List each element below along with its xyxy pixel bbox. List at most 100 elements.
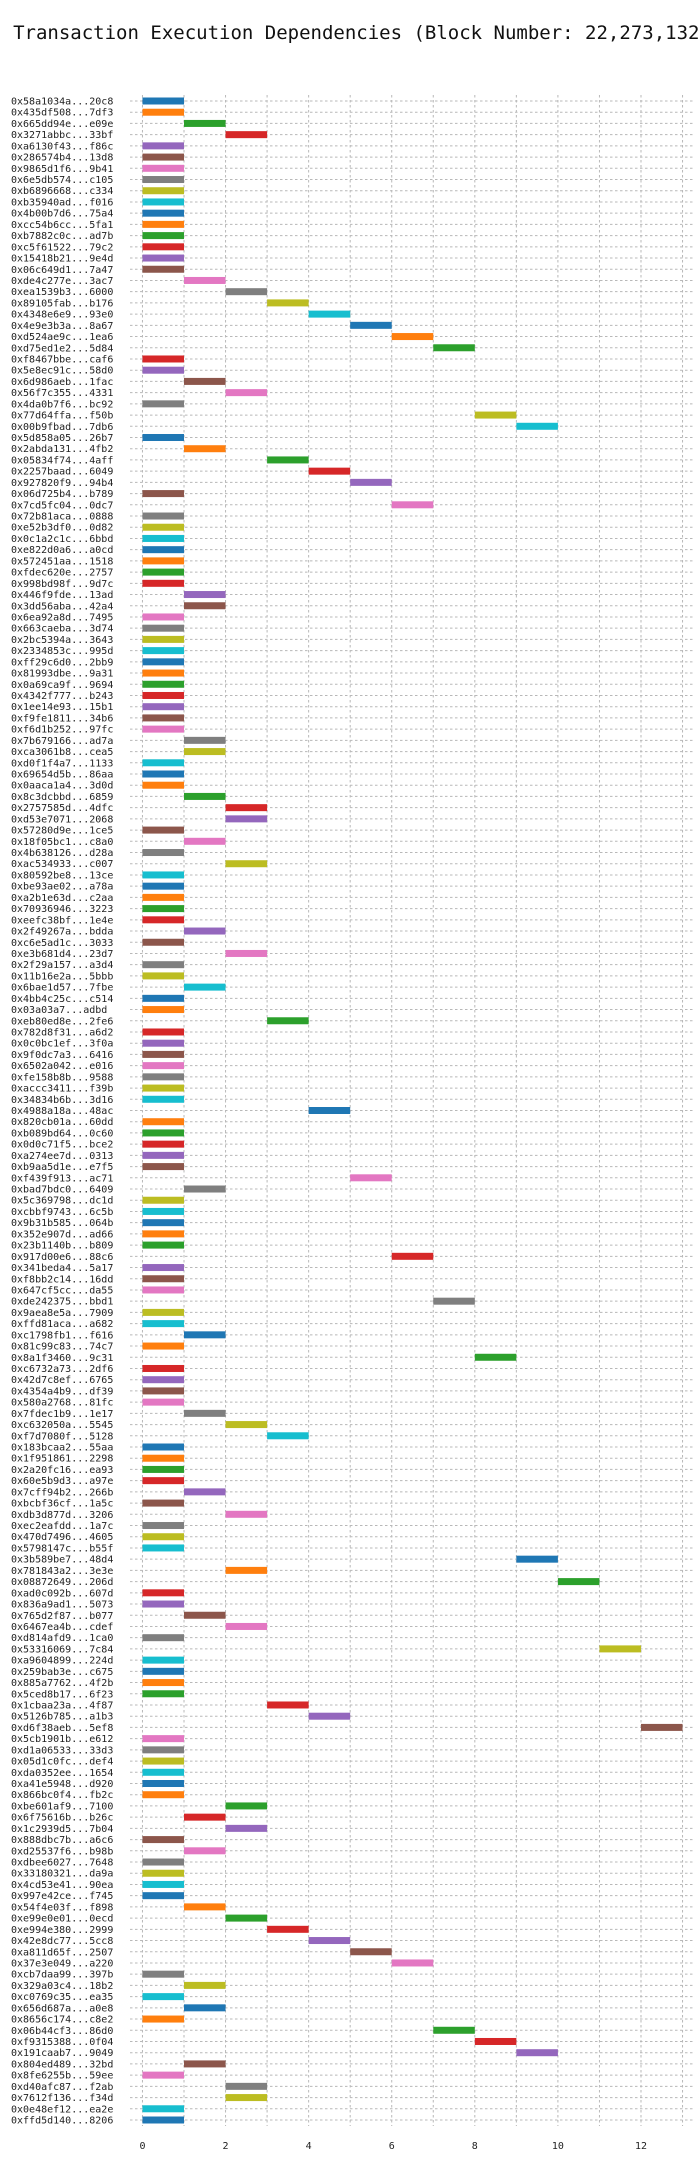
transaction-label: 0x435df508...7df3 (11, 108, 113, 119)
transaction-label: 0x6d986aeb...1fac (11, 377, 113, 388)
transaction-label: 0xb7882c0c...ad7b (11, 231, 113, 242)
transaction-bar (142, 1342, 185, 1350)
transaction-label: 0x2757585d...4dfc (11, 803, 113, 814)
transaction-bar (142, 490, 185, 498)
transaction-label: 0xfe158b8b...9588 (11, 1072, 113, 1083)
transaction-label: 0x4b638126...d28a (11, 848, 113, 859)
transaction-label: 0x7cd5fc04...0dc7 (11, 500, 113, 511)
transaction-bar (184, 1847, 226, 1855)
transaction-label: 0xb9aa5d1e...e7f5 (11, 1162, 113, 1173)
transaction-bar (267, 299, 309, 307)
transaction-label: 0x2bc5394a...3643 (11, 635, 113, 646)
transaction-label: 0x191caab7...9049 (11, 2048, 113, 2059)
transaction-label: 0x58a1034a...20c8 (11, 97, 113, 108)
transaction-bar (184, 736, 226, 744)
transaction-bar (225, 1622, 268, 1630)
transaction-bar (142, 703, 185, 711)
transaction-bar (142, 994, 185, 1002)
transaction-bar (142, 400, 185, 408)
transaction-bar (350, 1948, 392, 1956)
transaction-bar (142, 781, 185, 789)
transaction-bar (142, 691, 185, 699)
transaction-bar (308, 1937, 351, 1945)
transaction-label: 0xb089bd64...0c60 (11, 1128, 113, 1139)
transaction-label: 0x0c1a2c1c...6bbd (11, 534, 113, 545)
transaction-bar (142, 198, 185, 206)
transaction-label: 0xf8467bbe...caf6 (11, 354, 113, 365)
transaction-label: 0x820cb01a...60dd (11, 1117, 113, 1128)
transaction-label: 0x1cbaa23a...4f87 (11, 1700, 113, 1711)
transaction-bar (308, 1107, 351, 1114)
transaction-label: 0x470d7496...4605 (11, 1532, 113, 1543)
transaction-label: 0xde4c277e...3ac7 (11, 276, 113, 287)
transaction-label: 0xf9315388...0f04 (11, 2037, 113, 2048)
transaction-bar (184, 1331, 226, 1339)
transaction-label: 0x4988a18a...48ac (11, 1106, 113, 1117)
transaction-label: 0x5126b785...a1b3 (11, 1712, 113, 1723)
transaction-bar (142, 523, 185, 531)
transaction-bar (184, 983, 226, 991)
transaction-bar (267, 1701, 309, 1709)
transaction-label: 0x4342f777...b243 (11, 691, 113, 702)
transaction-bar (142, 916, 185, 924)
transaction-label: 0x6467ea4b...cdef (11, 1622, 113, 1633)
transaction-bar (225, 1802, 268, 1810)
transaction-label: 0xd1a06533...33d3 (11, 1745, 113, 1756)
x-tick-label: 12 (635, 2141, 647, 2152)
transaction-bar (142, 1477, 185, 1485)
transaction-bar (142, 1129, 185, 1137)
transaction-bar (142, 1207, 185, 1215)
transaction-label: 0x259bab3e...c675 (11, 1667, 113, 1678)
transaction-label: 0x0c0bc1ef...3f0a (11, 1039, 113, 1050)
transaction-bar (391, 1252, 434, 1260)
transaction-bar (142, 176, 185, 184)
transaction-bar (142, 669, 185, 677)
transaction-bar (142, 1118, 185, 1126)
transaction-bar (142, 972, 185, 980)
transaction-label: 0x183bcaa2...55aa (11, 1443, 113, 1454)
transaction-label: 0xbad7bdc0...6409 (11, 1185, 113, 1196)
transaction-bar (474, 2037, 517, 2045)
transaction-label: 0xc6e5ad1c...3033 (11, 938, 113, 949)
transaction-bar (142, 355, 185, 363)
transaction-bar (142, 1836, 185, 1844)
transaction-bar (184, 1903, 226, 1911)
transaction-label: 0xa6130f43...f86c (11, 141, 113, 152)
transaction-label: 0xa811d65f...2507 (11, 1947, 113, 1958)
transaction-bar (599, 1645, 641, 1653)
transaction-label: 0x866bc0f4...fb2c (11, 1790, 113, 1801)
transaction-bar (142, 1286, 185, 1294)
transaction-label: 0xe994e380...2999 (11, 1925, 113, 1936)
transaction-bar (142, 1892, 185, 1900)
transaction-bar (142, 1735, 185, 1743)
transaction-bar (142, 1163, 185, 1171)
transaction-label: 0x0a69ca9f...9694 (11, 680, 113, 691)
transaction-bar (142, 2015, 185, 2023)
transaction-label: 0x18f05bc1...c8a0 (11, 837, 113, 848)
transaction-bar (142, 1970, 185, 1978)
transaction-bar (267, 1432, 309, 1440)
transaction-label: 0x57280d9e...1ce5 (11, 826, 113, 837)
transaction-bar (391, 1959, 434, 1967)
transaction-bar (640, 1723, 683, 1731)
transaction-label: 0x05d1c0fc...def4 (11, 1757, 113, 1768)
transaction-label: 0x89105fab...b176 (11, 298, 113, 309)
transaction-label: 0xc0769c35...ea35 (11, 1992, 113, 2003)
transaction-label: 0x81c99c83...74c7 (11, 1342, 113, 1353)
transaction-bar (142, 568, 185, 576)
transaction-bar (142, 1230, 185, 1238)
transaction-label: 0x06b44cf3...86d0 (11, 2026, 113, 2037)
transaction-bar (225, 1510, 268, 1518)
transaction-label: 0x4348e6e9...93e0 (11, 310, 113, 321)
transaction-label: 0x1ee14e93...15b1 (11, 702, 113, 713)
transaction-bar (184, 2004, 226, 2012)
transaction-bar (142, 1264, 185, 1272)
transaction-bar (516, 422, 558, 430)
transaction-bar (142, 725, 185, 733)
transaction-label: 0xc5f61522...79c2 (11, 242, 113, 253)
transaction-bar (142, 1993, 185, 2001)
transaction-label: 0x60e5b9d3...a97e (11, 1476, 113, 1487)
transaction-label: 0x6ea92a8d...7495 (11, 612, 113, 623)
transaction-label: 0xc632050a...5545 (11, 1420, 113, 1431)
transaction-label: 0x9aea8e5a...7909 (11, 1308, 113, 1319)
